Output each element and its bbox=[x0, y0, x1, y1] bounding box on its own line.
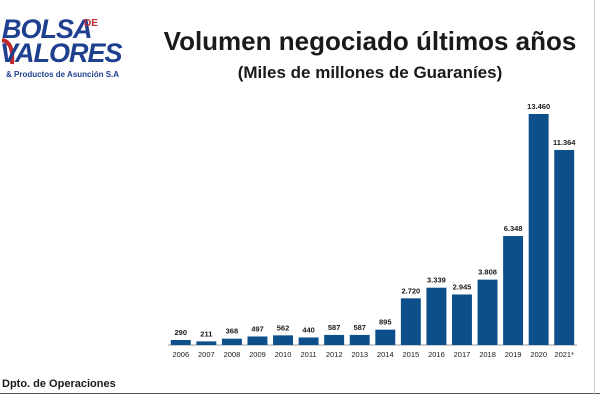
data-label-2019: 6.348 bbox=[504, 224, 523, 233]
data-label-2008: 368 bbox=[226, 327, 239, 336]
logo: BOLSA DE VALORES & Productos de Asunción… bbox=[0, 12, 130, 84]
chart-title: Volumen negociado últimos años bbox=[163, 26, 577, 56]
data-label-2020: 13.460 bbox=[527, 102, 550, 111]
bar-2021* bbox=[554, 149, 575, 345]
bar-2017 bbox=[451, 294, 472, 345]
logo-subtitle: & Productos de Asunción S.A bbox=[6, 70, 120, 79]
bar-2007 bbox=[196, 341, 217, 345]
bar-2020 bbox=[528, 114, 549, 345]
x-tick-label-2007: 2007 bbox=[198, 350, 215, 359]
data-label-2007: 211 bbox=[200, 329, 212, 338]
logo-text-de: DE bbox=[84, 18, 98, 29]
footer-divider bbox=[0, 393, 600, 394]
bar-2008 bbox=[221, 338, 242, 345]
data-label-2010: 562 bbox=[277, 323, 290, 332]
bar-2019 bbox=[503, 236, 524, 345]
logo-swoosh-icon bbox=[1, 38, 15, 65]
data-label-2015: 2.720 bbox=[401, 286, 420, 295]
x-tick-label-2021*: 2021* bbox=[554, 350, 574, 359]
x-tick-label-2012: 2012 bbox=[326, 350, 343, 359]
chart-subtitle: (Miles de millones de Guaraníes) bbox=[237, 63, 503, 82]
x-tick-label-2020: 2020 bbox=[530, 350, 547, 359]
data-label-2014: 895 bbox=[379, 318, 392, 327]
x-tick-label-2006: 2006 bbox=[172, 350, 189, 359]
bar-2010 bbox=[273, 335, 294, 345]
bar-2014 bbox=[375, 329, 396, 345]
bar-2012 bbox=[324, 334, 345, 345]
data-label-2021*: 11.364 bbox=[553, 138, 576, 147]
logo-text-valores: VALORES bbox=[0, 38, 123, 68]
data-label-2017: 2.945 bbox=[453, 282, 472, 291]
data-label-2006: 290 bbox=[175, 328, 188, 337]
data-label-2018: 3.808 bbox=[478, 268, 497, 277]
x-tick-label-2014: 2014 bbox=[377, 350, 394, 359]
x-tick-label-2016: 2016 bbox=[428, 350, 445, 359]
x-tick-label-2010: 2010 bbox=[275, 350, 292, 359]
bar-2016 bbox=[426, 287, 447, 345]
data-label-2012: 587 bbox=[328, 323, 341, 332]
x-tick-label-2018: 2018 bbox=[479, 350, 496, 359]
data-label-2013: 587 bbox=[353, 323, 366, 332]
x-tick-label-2013: 2013 bbox=[351, 350, 368, 359]
data-label-2011: 440 bbox=[302, 325, 315, 334]
logo-text-bolsa: BOLSA bbox=[2, 14, 92, 44]
data-label-2009: 497 bbox=[251, 324, 264, 333]
bar-2009 bbox=[247, 336, 268, 345]
x-tick-label-2009: 2009 bbox=[249, 350, 266, 359]
bar-2018 bbox=[477, 279, 498, 345]
x-tick-label-2008: 2008 bbox=[224, 350, 241, 359]
bar-2011 bbox=[298, 337, 319, 345]
right-border bbox=[594, 0, 595, 395]
x-tick-label-2019: 2019 bbox=[505, 350, 522, 359]
x-tick-label-2011: 2011 bbox=[301, 350, 317, 359]
x-tick-label-2017: 2017 bbox=[454, 350, 471, 359]
bar-2006 bbox=[170, 340, 191, 345]
footer-department: Dpto. de Operaciones bbox=[2, 378, 116, 390]
bar-2013 bbox=[349, 334, 370, 345]
bar-2015 bbox=[400, 298, 421, 345]
x-tick-label-2015: 2015 bbox=[403, 350, 420, 359]
data-label-2016: 3.339 bbox=[427, 276, 446, 285]
